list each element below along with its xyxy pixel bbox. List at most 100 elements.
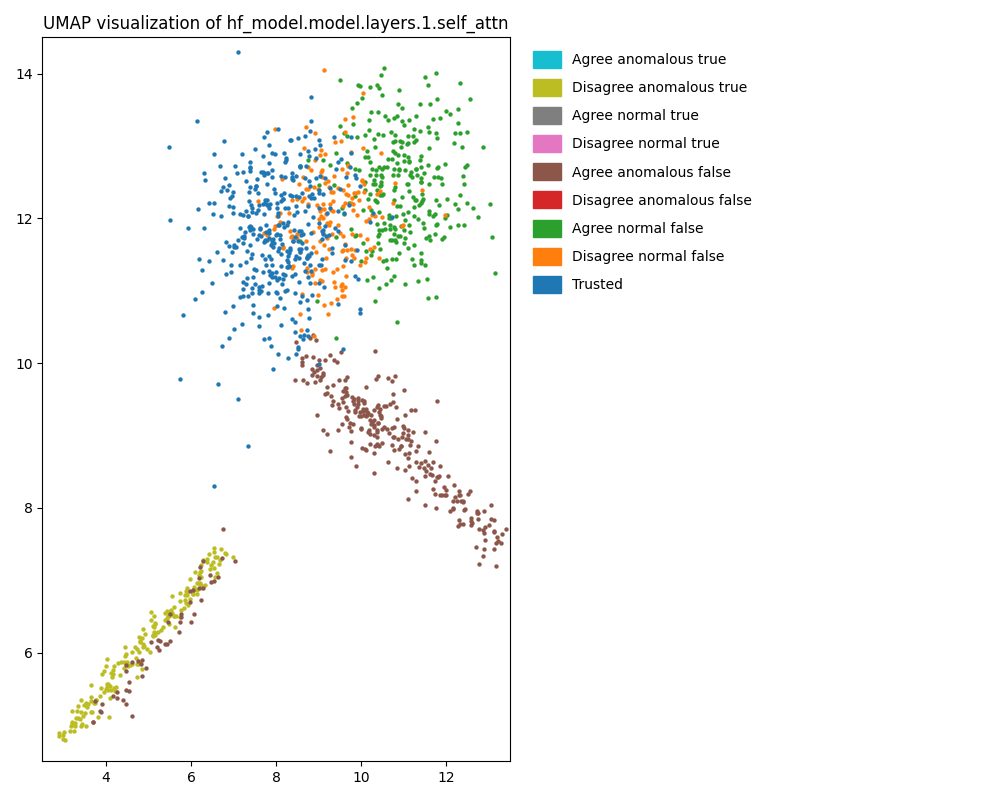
- Point: [277, 170, 293, 183]
- Point: [134, 654, 150, 666]
- Point: [282, 189, 298, 202]
- Point: [369, 430, 385, 443]
- Point: [282, 242, 298, 254]
- Point: [185, 585, 201, 598]
- Point: [246, 262, 262, 275]
- Point: [258, 218, 274, 231]
- Point: [245, 307, 261, 320]
- Point: [172, 586, 188, 599]
- Point: [321, 243, 337, 256]
- Point: [417, 426, 433, 438]
- Point: [442, 108, 458, 121]
- Point: [303, 90, 319, 103]
- Point: [450, 218, 466, 231]
- Point: [100, 684, 116, 697]
- Point: [274, 173, 290, 186]
- Point: [300, 330, 316, 342]
- Point: [386, 270, 402, 282]
- Point: [93, 706, 109, 719]
- Point: [256, 332, 272, 345]
- Point: [130, 654, 146, 667]
- Point: [322, 445, 338, 458]
- Point: [459, 158, 475, 171]
- Point: [333, 346, 349, 358]
- Point: [98, 683, 114, 696]
- Point: [162, 606, 178, 618]
- Point: [498, 522, 514, 535]
- Point: [311, 276, 327, 289]
- Point: [359, 145, 375, 158]
- Point: [224, 246, 240, 258]
- Point: [360, 150, 376, 163]
- Point: [469, 506, 485, 519]
- Point: [366, 466, 382, 479]
- Point: [420, 78, 436, 91]
- Point: [362, 80, 378, 93]
- Point: [387, 129, 403, 142]
- Point: [193, 582, 209, 594]
- Point: [394, 114, 410, 127]
- Point: [192, 560, 208, 573]
- Point: [383, 211, 399, 224]
- Point: [456, 218, 472, 231]
- Point: [322, 198, 338, 210]
- Point: [311, 187, 327, 200]
- Point: [135, 622, 151, 635]
- Point: [242, 238, 258, 251]
- Point: [319, 217, 335, 230]
- Point: [388, 235, 404, 248]
- Point: [299, 323, 315, 336]
- Point: [166, 601, 182, 614]
- Point: [373, 178, 389, 191]
- Point: [427, 474, 443, 487]
- Point: [360, 407, 376, 420]
- Point: [311, 354, 327, 366]
- Title: UMAP visualization of hf_model.model.layers.1.self_attn: UMAP visualization of hf_model.model.lay…: [43, 15, 509, 34]
- Point: [315, 223, 331, 236]
- Point: [486, 525, 502, 538]
- Point: [183, 615, 199, 628]
- Point: [335, 385, 351, 398]
- Point: [145, 629, 161, 642]
- Point: [292, 246, 308, 258]
- Point: [272, 232, 288, 245]
- Point: [113, 655, 129, 668]
- Point: [397, 408, 413, 421]
- Point: [357, 256, 373, 269]
- Point: [374, 437, 390, 450]
- Point: [149, 641, 165, 654]
- Point: [381, 208, 397, 221]
- Point: [186, 608, 202, 621]
- Point: [328, 331, 344, 344]
- Point: [254, 249, 270, 262]
- Point: [296, 329, 312, 342]
- Point: [307, 262, 323, 275]
- Point: [346, 392, 362, 405]
- Point: [110, 657, 126, 670]
- Point: [366, 174, 382, 186]
- Point: [160, 609, 176, 622]
- Point: [369, 196, 385, 209]
- Point: [363, 249, 379, 262]
- Point: [378, 254, 394, 266]
- Point: [264, 170, 280, 183]
- Point: [78, 719, 94, 732]
- Point: [381, 427, 397, 440]
- Point: [355, 405, 371, 418]
- Point: [240, 290, 256, 302]
- Point: [428, 67, 444, 80]
- Point: [300, 302, 316, 315]
- Point: [212, 160, 228, 173]
- Point: [401, 114, 417, 126]
- Point: [343, 425, 359, 438]
- Point: [300, 249, 316, 262]
- Point: [439, 192, 455, 205]
- Point: [376, 420, 392, 433]
- Point: [129, 670, 145, 683]
- Point: [244, 282, 260, 294]
- Point: [337, 126, 353, 138]
- Point: [345, 118, 361, 130]
- Point: [227, 159, 243, 172]
- Point: [273, 189, 289, 202]
- Point: [251, 229, 267, 242]
